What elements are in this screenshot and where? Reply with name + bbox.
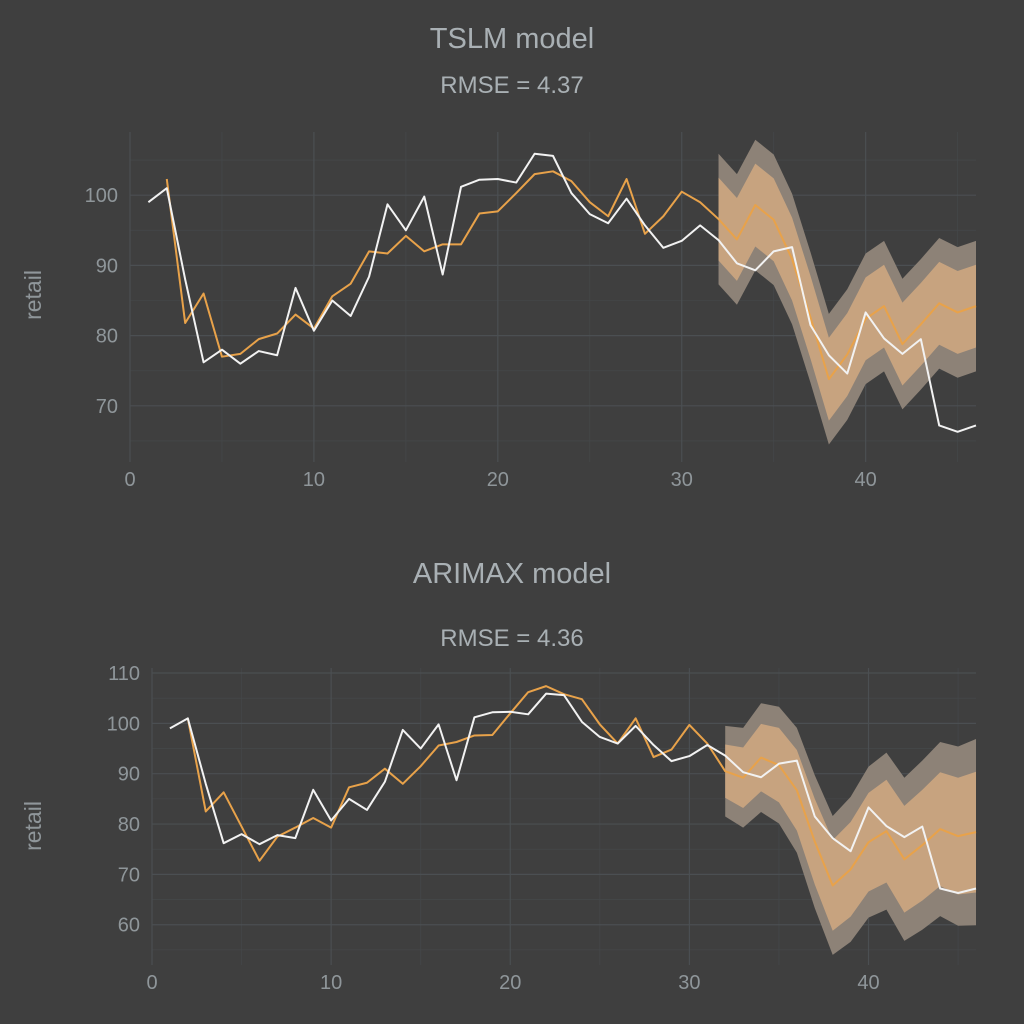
axis-ticks: 0 10 20 30 40 70 80 90 100 bbox=[85, 185, 877, 491]
chart-subtitle: RMSE = 4.37 bbox=[440, 72, 583, 99]
chart-title: TSLM model bbox=[430, 23, 594, 55]
x-tick-label: 20 bbox=[499, 972, 521, 994]
actual-series-line bbox=[147, 152, 977, 433]
y-tick-label: 100 bbox=[85, 185, 118, 207]
grid-lines bbox=[129, 132, 976, 462]
y-tick-label: 110 bbox=[108, 663, 140, 685]
prediction-interval bbox=[725, 703, 976, 955]
y-tick-label: 100 bbox=[107, 713, 140, 735]
arimax-panel: ARIMAX model RMSE = 4.36 retail 0 10 20 30 4… bbox=[20, 558, 977, 994]
x-tick-label: 0 bbox=[146, 972, 157, 994]
y-tick-label: 70 bbox=[96, 396, 118, 418]
series-lines bbox=[147, 152, 977, 433]
x-tick-label: 10 bbox=[320, 972, 342, 994]
x-tick-label: 30 bbox=[671, 469, 693, 491]
y-tick-label: 60 bbox=[118, 915, 140, 937]
y-tick-label: 80 bbox=[96, 326, 118, 348]
x-tick-label: 30 bbox=[678, 972, 700, 994]
y-tick-label: 80 bbox=[118, 814, 140, 836]
y-tick-label: 90 bbox=[96, 255, 118, 277]
prediction-band-inner bbox=[718, 163, 976, 421]
tslm-panel: TSLM model RMSE = 4.37 retail 0 10 20 30 40 7… bbox=[20, 23, 977, 491]
x-tick-label: 20 bbox=[487, 469, 509, 491]
chart-subtitle: RMSE = 4.36 bbox=[440, 625, 583, 652]
x-tick-label: 10 bbox=[303, 469, 325, 491]
fitted-series-line bbox=[186, 685, 977, 887]
y-tick-label: 90 bbox=[118, 764, 140, 786]
prediction-interval bbox=[718, 139, 976, 445]
x-tick-label: 40 bbox=[855, 469, 877, 491]
series-lines bbox=[169, 685, 977, 895]
prediction-band-inner bbox=[725, 723, 976, 931]
chart-title: ARIMAX model bbox=[413, 558, 611, 590]
y-axis-label: retail bbox=[20, 801, 46, 851]
x-tick-label: 40 bbox=[857, 972, 879, 994]
actual-series-line bbox=[169, 692, 977, 895]
axis-ticks: 0 10 20 30 40 60 70 80 90 100 110 bbox=[107, 663, 880, 994]
y-axis-label: retail bbox=[20, 270, 46, 320]
x-tick-label: 0 bbox=[124, 469, 135, 491]
y-tick-label: 70 bbox=[118, 864, 140, 886]
fitted-series-line bbox=[165, 170, 977, 381]
